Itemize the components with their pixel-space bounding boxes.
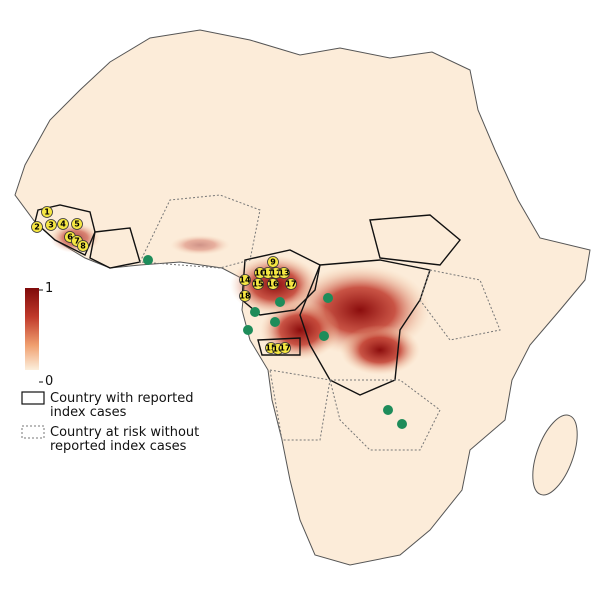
marker-badge [77,240,89,252]
marker: 15 [252,278,264,290]
at-risk-borders [139,194,501,451]
case-sites [143,255,407,429]
marker-label: 4 [60,220,66,229]
marker-label: 17 [285,280,296,289]
legend-reported-swatch [21,391,45,405]
marker-label: 13 [278,269,289,278]
marker-label: 1 [44,208,50,217]
case-site [323,293,333,303]
marker-badge [45,219,57,231]
legend-at-risk-swatch [21,425,45,439]
marker-badge [71,218,83,230]
case-site [397,419,407,429]
marker-label: 14 [239,276,251,285]
marker-label: 2 [34,223,40,232]
marker-label: 12 [270,269,281,278]
marker: 8 [77,240,89,252]
marker-label: 5 [74,220,80,229]
marker-badge [278,267,290,279]
marker-label: 10 [254,269,266,278]
marker-label: 16 [267,280,279,289]
marker-badge [57,218,69,230]
marker-badge [239,290,251,302]
color-scale [25,288,39,370]
marker: 16 [267,278,279,290]
marker-badge [252,278,264,290]
case-site [319,331,329,341]
marker-label: 15 [265,344,277,353]
marker-label: 18 [239,292,251,301]
marker-label: 9 [270,258,276,267]
marker-badge [31,221,43,233]
scale-min: 0 [45,374,54,389]
case-site [270,317,280,327]
marker-label: 16 [272,345,284,354]
marker-badge [279,342,291,354]
marker: 14 [239,274,251,286]
madagascar [532,414,578,496]
marker-label: 15 [252,280,264,289]
marker: 9 [267,256,279,268]
marker-badge [41,206,53,218]
legend-reported: Country with reported index cases [50,391,194,420]
marker: 1 [41,206,53,218]
marker-badge [285,278,297,290]
reported-borders [34,204,461,396]
case-site [143,255,153,265]
marker-badge [267,256,279,268]
marker-label: 3 [48,221,54,230]
marker: 17 [285,278,297,290]
marker: 5 [71,218,83,230]
marker-label: 7 [74,237,80,246]
marker-badge [267,278,279,290]
marker-label: 17 [279,344,290,353]
case-site [243,325,253,335]
marker: 3 [45,219,57,231]
marker: 18 [239,290,251,302]
legend-at-risk: Country at risk without reported index c… [50,425,200,454]
marker: 2 [31,221,43,233]
marker: 4 [57,218,69,230]
marker-label: 11 [262,269,274,278]
marker-label: 6 [67,233,73,242]
case-site [383,405,393,415]
case-site [275,297,285,307]
marker-badge [239,274,251,286]
marker: 13 [278,267,290,279]
marker: 17 [279,342,291,354]
case-site [250,307,260,317]
marker-label: 8 [80,242,86,251]
scale-max: 1 [45,281,54,296]
